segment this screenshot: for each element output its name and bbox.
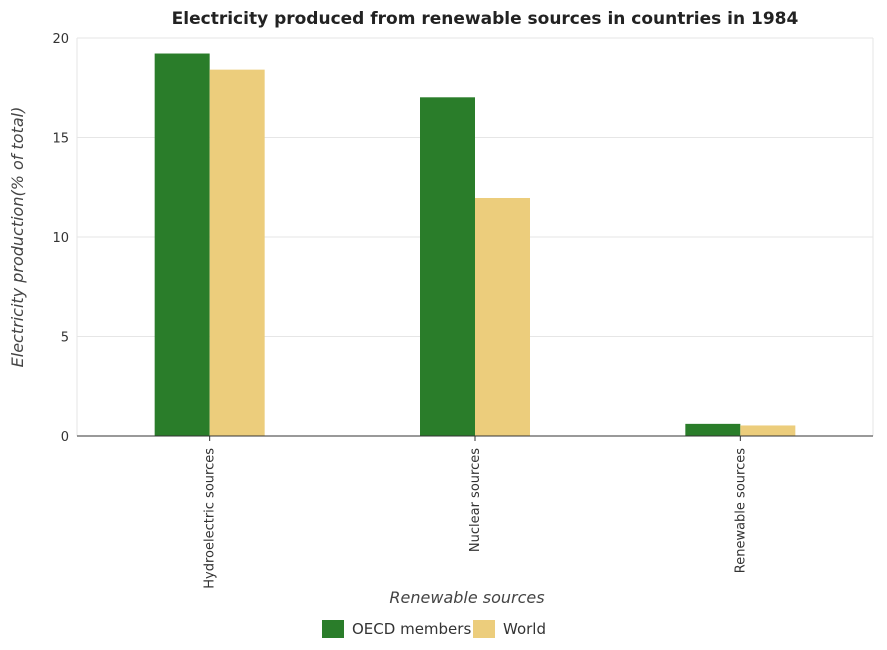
y-tick-label: 5	[61, 331, 69, 346]
bar-world	[475, 197, 530, 436]
chart-title: Electricity produced from renewable sour…	[172, 9, 799, 29]
x-axis-title: Renewable sources	[389, 588, 544, 607]
legend-label: World	[503, 620, 546, 638]
bar-world	[740, 425, 796, 436]
x-tick-label: Nuclear sources	[468, 448, 483, 552]
bars	[154, 53, 796, 437]
y-tick-label: 15	[52, 132, 69, 147]
legend: OECD members World	[322, 620, 546, 638]
legend-label: OECD members	[352, 620, 471, 638]
y-tick-label: 0	[61, 430, 69, 445]
bar-world	[209, 69, 265, 437]
y-tick-label: 20	[52, 32, 69, 47]
y-axis: 0 5 10 15 20	[52, 32, 69, 445]
legend-swatch	[322, 620, 344, 638]
bar-oecd-members	[685, 423, 741, 436]
y-tick-label: 10	[52, 231, 69, 246]
bar-oecd-members	[420, 97, 475, 436]
y-axis-title: Electricity production(% of total)	[8, 107, 27, 368]
x-axis: Hydroelectric sources Nuclear sources Rene…	[77, 435, 873, 589]
x-tick-label: Hydroelectric sources	[203, 448, 218, 589]
x-tick-label: Renewable sources	[733, 448, 748, 573]
bar-oecd-members	[154, 53, 210, 436]
legend-swatch	[473, 620, 495, 638]
